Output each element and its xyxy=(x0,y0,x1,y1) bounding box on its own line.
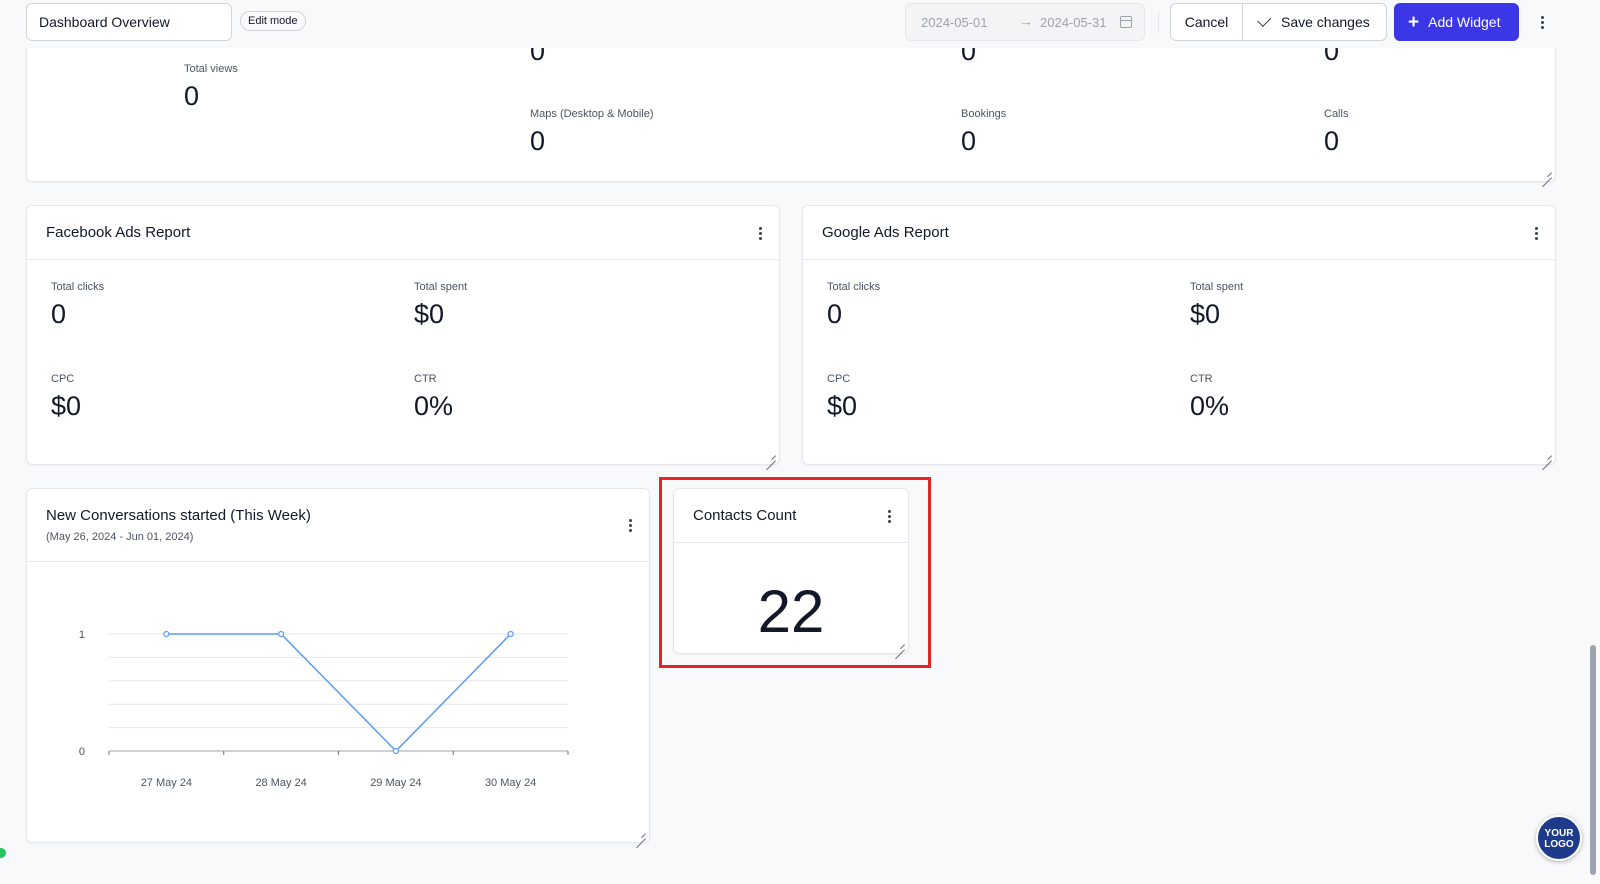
line-chart: 0 1 27 May 24 28 May 24 29 May 24 30 May 24 xyxy=(79,629,569,789)
plus-icon: + xyxy=(1408,11,1420,33)
edit-mode-badge: Edit mode xyxy=(240,11,306,31)
cpc-value: $0 xyxy=(51,391,82,421)
bookings-value: 0 xyxy=(961,126,977,156)
total-clicks-value: 0 xyxy=(51,299,67,329)
more-options-icon[interactable] xyxy=(758,227,762,240)
total-clicks-label: Total clicks xyxy=(827,281,881,293)
arrow-right-icon: → xyxy=(1019,13,1033,29)
cpc-label: CPC xyxy=(51,373,75,385)
card-header: Google Ads Report xyxy=(803,206,1555,260)
top-toolbar: Dashboard Overview Edit mode 2024-05-01 … xyxy=(0,0,1600,48)
data-point xyxy=(163,630,170,638)
total-views-value: 0 xyxy=(184,81,200,111)
maps-label: Maps (Desktop & Mobile) xyxy=(530,108,654,120)
more-options-icon[interactable] xyxy=(1540,16,1544,29)
resize-handle-icon[interactable] xyxy=(635,828,646,839)
more-options-icon[interactable] xyxy=(1534,227,1538,240)
card-title: New Conversations started (This Week) xyxy=(46,507,311,524)
series-line xyxy=(166,633,512,753)
card-header: New Conversations started (This Week) (M… xyxy=(27,489,649,562)
total-spent-value: $0 xyxy=(1190,299,1221,329)
data-point xyxy=(507,630,514,638)
card-header: Facebook Ads Report xyxy=(27,206,779,260)
ctr-label: CTR xyxy=(414,373,437,385)
edit-actions: Cancel Save changes xyxy=(1170,3,1387,41)
date-start: 2024-05-01 xyxy=(921,15,988,30)
more-options-icon[interactable] xyxy=(887,510,891,523)
cpc-label: CPC xyxy=(827,373,851,385)
scrollbar-track[interactable] xyxy=(1586,0,1600,884)
profile-insights-card: Total views 0 0 Maps (Desktop & Mobile) … xyxy=(26,30,1556,182)
data-point xyxy=(392,747,399,755)
total-spent-value: $0 xyxy=(414,299,445,329)
ctr-value: 0% xyxy=(414,391,454,421)
x-tick-label: 30 May 24 xyxy=(485,777,536,789)
card-header: Contacts Count xyxy=(674,489,908,543)
logo-badge[interactable]: YOUR LOGO xyxy=(1536,815,1582,861)
cpc-value: $0 xyxy=(827,391,858,421)
ctr-label: CTR xyxy=(1190,373,1213,385)
dashboard-title-input[interactable]: Dashboard Overview xyxy=(26,3,232,41)
date-range-picker[interactable]: 2024-05-01 → 2024-05-31 xyxy=(905,3,1145,41)
save-changes-button[interactable]: Save changes xyxy=(1243,4,1386,40)
ctr-value: 0% xyxy=(1190,391,1230,421)
maps-value: 0 xyxy=(530,126,546,156)
scrollbar-thumb[interactable] xyxy=(1590,645,1596,875)
logo-text: LOGO xyxy=(1544,839,1574,850)
y-tick-label: 1 xyxy=(79,629,85,641)
add-widget-button[interactable]: + Add Widget xyxy=(1394,3,1519,41)
status-dot xyxy=(0,848,6,858)
x-tick-label: 28 May 24 xyxy=(255,777,306,789)
card-title: Contacts Count xyxy=(693,507,797,524)
card-title: Google Ads Report xyxy=(822,224,949,241)
calls-label: Calls xyxy=(1324,108,1349,120)
new-conversations-card: New Conversations started (This Week) (M… xyxy=(26,488,650,843)
google-ads-card: Google Ads Report Total clicks 0 Total s… xyxy=(802,205,1556,465)
contacts-count-card: Contacts Count 22 xyxy=(673,488,909,654)
resize-handle-icon[interactable] xyxy=(1541,450,1552,461)
logo-text: YOUR xyxy=(1544,828,1574,839)
cancel-button[interactable]: Cancel xyxy=(1171,4,1243,40)
resize-handle-icon[interactable] xyxy=(1541,167,1552,178)
total-views-label: Total views xyxy=(184,63,238,75)
selection-highlight xyxy=(659,477,931,668)
total-spent-label: Total spent xyxy=(414,281,468,293)
total-clicks-label: Total clicks xyxy=(51,281,105,293)
resize-handle-icon[interactable] xyxy=(765,450,776,461)
facebook-ads-card: Facebook Ads Report Total clicks 0 Total… xyxy=(26,205,780,465)
card-title: Facebook Ads Report xyxy=(46,224,191,241)
bookings-label: Bookings xyxy=(961,108,1007,120)
total-spent-label: Total spent xyxy=(1190,281,1244,293)
x-tick-label: 27 May 24 xyxy=(141,777,192,789)
check-icon xyxy=(1257,12,1272,27)
add-widget-label: Add Widget xyxy=(1428,14,1501,30)
total-clicks-value: 0 xyxy=(827,299,843,329)
calendar-icon xyxy=(1120,16,1132,28)
save-changes-label: Save changes xyxy=(1281,14,1370,30)
data-point xyxy=(278,630,285,638)
x-tick-label: 29 May 24 xyxy=(370,777,421,789)
date-end: 2024-05-31 xyxy=(1040,15,1107,30)
toolbar-divider xyxy=(1158,11,1159,33)
card-subtitle: (May 26, 2024 - Jun 01, 2024) xyxy=(46,531,194,543)
more-options-icon[interactable] xyxy=(628,519,632,532)
calls-value: 0 xyxy=(1324,126,1340,156)
y-tick-label: 0 xyxy=(79,746,85,758)
contacts-count-value: 22 xyxy=(757,578,825,645)
